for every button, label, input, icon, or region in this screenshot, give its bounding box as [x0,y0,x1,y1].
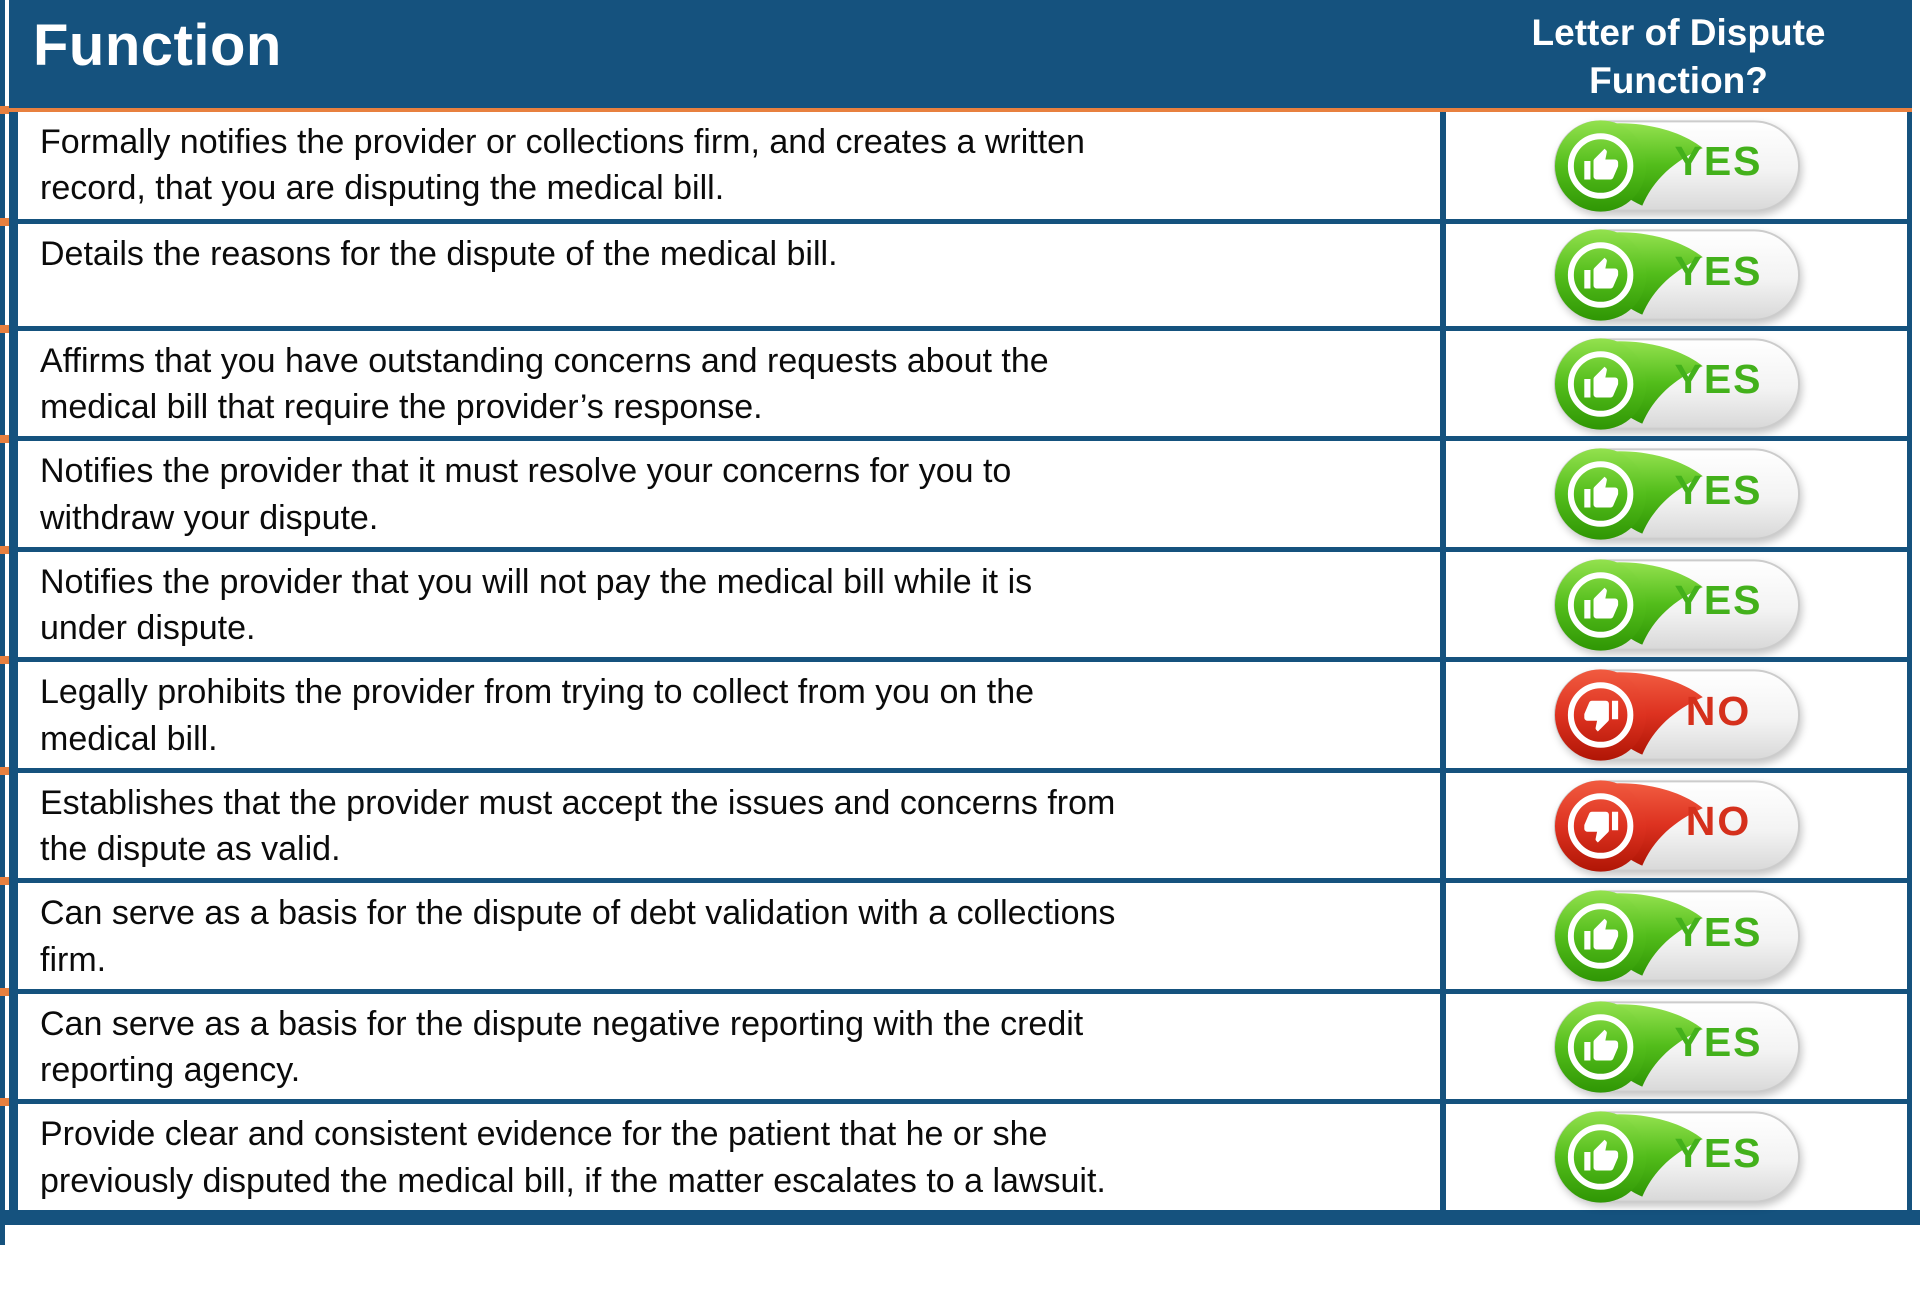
badge-graphic [1553,229,1800,321]
table-row: Details the reasons for the dispute of t… [0,218,1907,326]
answer-label: YES [1674,138,1763,184]
answer-cell: YES [1440,883,1907,989]
table-row: Provide clear and consistent evidence fo… [0,1098,1907,1210]
badge-graphic [1553,119,1800,212]
function-description: Affirms that you have outstanding concer… [40,342,1049,427]
answer-label: YES [1674,908,1763,955]
yes-badge: YES [1553,336,1801,432]
badge-graphic [1553,779,1800,872]
yes-badge: YES [1553,1109,1801,1205]
yes-badge: YES [1553,999,1801,1095]
badge-graphic [1553,338,1800,430]
answer-label: NO [1685,687,1752,734]
function-description: Details the reasons for the dispute of t… [40,235,838,273]
badge-graphic [1553,1000,1800,1093]
function-description: Provide clear and consistent evidence fo… [40,1115,1106,1200]
function-description: Can serve as a basis for the dispute neg… [40,1004,1084,1090]
table-body: Formally notifies the provider or collec… [0,106,1912,1210]
answer-label: YES [1674,356,1763,403]
function-description: Establishes that the provider must accep… [40,783,1116,869]
answer-label: YES [1674,1129,1763,1176]
yes-badge: YES [1553,227,1801,323]
column-header-function: Function [33,13,282,78]
table-row: Affirms that you have outstanding concer… [0,324,1907,437]
table-row: Formally notifies the provider or collec… [0,106,1907,219]
dispute-function-table: Function Letter of Dispute Function? For… [0,0,1912,1210]
answer-label: YES [1674,1019,1763,1066]
answer-cell: YES [1440,1104,1907,1210]
table-row: Notifies the provider that it must resol… [0,435,1907,547]
yes-badge: YES [1553,446,1801,542]
function-description: Formally notifies the provider or collec… [40,123,1085,208]
table-row: Establishes that the provider must accep… [0,766,1907,879]
badge-graphic [1553,669,1800,761]
badge-graphic [1553,448,1800,540]
answer-cell: YES [1440,551,1907,658]
column-header-answer: Letter of Dispute Function? [1531,12,1826,102]
table-row: Notifies the provider that you will not … [0,545,1907,658]
badge-graphic [1553,559,1800,651]
table-row: Can serve as a basis for the dispute neg… [0,987,1907,1100]
answer-label: YES [1674,466,1763,513]
left-accent-rail [0,0,5,1245]
answer-cell: YES [1440,224,1907,326]
badge-graphic [1553,890,1800,982]
badge-graphic [1553,1111,1800,1203]
answer-label: NO [1685,798,1752,845]
function-description: Can serve as a basis for the dispute of … [40,894,1116,979]
answer-cell: NO [1440,662,1907,768]
function-description: Notifies the provider that it must resol… [40,452,1012,537]
answer-cell: YES [1440,441,1907,547]
no-badge: NO [1553,667,1801,763]
answer-cell: YES [1440,993,1907,1100]
answer-cell: YES [1440,112,1907,219]
answer-label: YES [1674,577,1763,624]
yes-badge: YES [1553,557,1801,653]
bottom-border-bar [0,1209,1920,1225]
function-description: Notifies the provider that you will not … [40,562,1033,648]
table-header: Function Letter of Dispute Function? [9,0,1912,112]
no-badge: NO [1553,778,1801,874]
answer-cell: YES [1440,331,1907,437]
table-row: Can serve as a basis for the dispute of … [0,877,1907,989]
answer-label: YES [1674,247,1763,294]
answer-cell: NO [1440,772,1907,879]
yes-badge: YES [1553,888,1801,984]
function-description: Legally prohibits the provider from tryi… [40,673,1035,758]
yes-badge: YES [1553,118,1801,214]
table-row: Legally prohibits the provider from tryi… [0,656,1907,768]
